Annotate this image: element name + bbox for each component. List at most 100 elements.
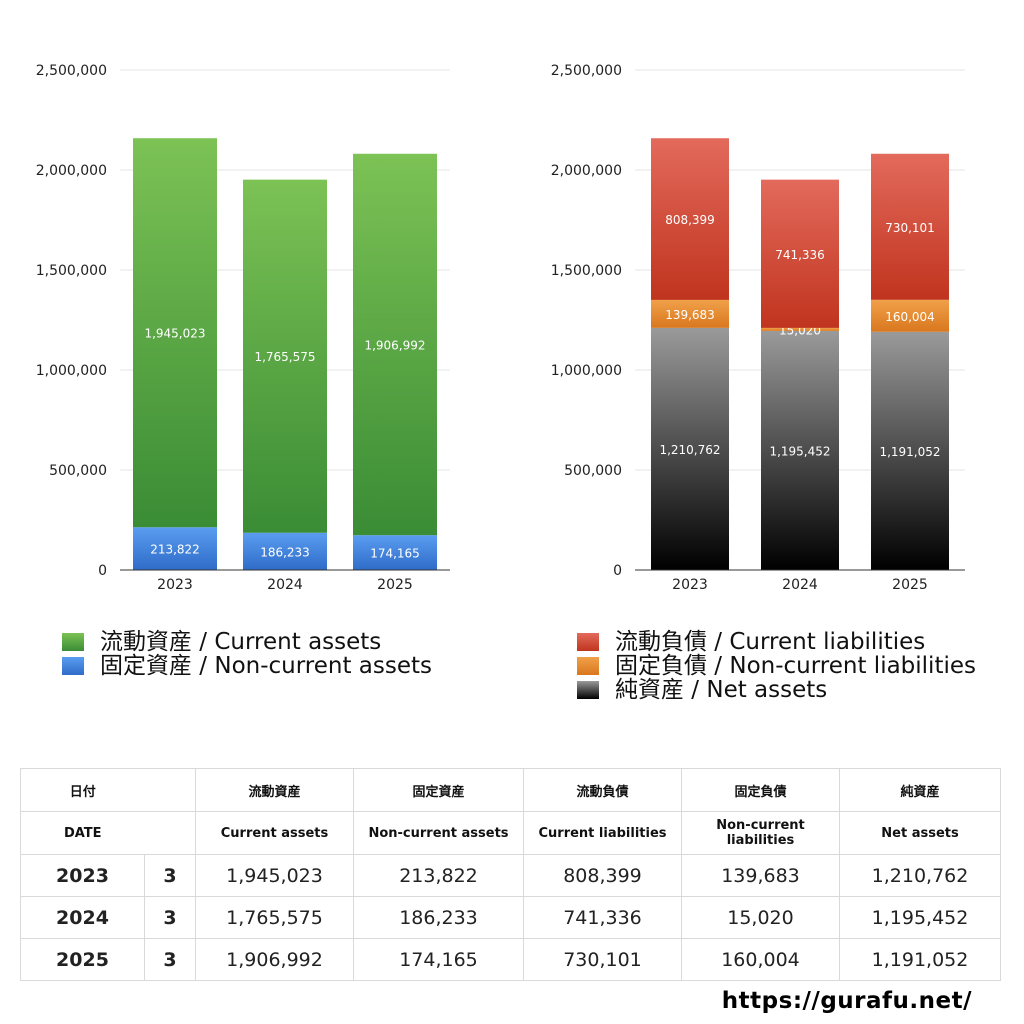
row-year: 2025 — [20, 938, 145, 981]
header-date-en: DATE — [20, 811, 145, 855]
financial-table: 日付 流動資産 固定資産 流動負債 固定負債 純資産 DATE Current … — [20, 768, 1001, 981]
bar-segment — [243, 179, 327, 533]
data-label: 1,210,762 — [659, 443, 720, 457]
table-header-row-en: DATE Current assets Non-current assets C… — [20, 811, 1001, 855]
row-year: 2024 — [20, 896, 145, 939]
row-year: 2023 — [20, 854, 145, 897]
bar-segment — [761, 330, 839, 570]
data-label: 1,765,575 — [254, 350, 315, 364]
bar-segment — [651, 138, 729, 300]
bar-segment — [871, 331, 949, 570]
bar-segment — [651, 299, 729, 328]
cell-current-assets: 1,765,575 — [195, 896, 354, 939]
cell-net-assets: 1,195,452 — [839, 896, 1001, 939]
cell-current-assets: 1,906,992 — [195, 938, 354, 981]
cell-current-liabilities: 730,101 — [523, 938, 682, 981]
legend-swatch — [577, 633, 599, 651]
liabilities-chart: 0 500,000 1,000,000 1,500,000 2,000,000 2,500… — [551, 63, 965, 593]
data-label: 808,399 — [665, 213, 715, 227]
header-non-current-liabilities-en: Non-current liabilities — [681, 811, 840, 855]
cell-non-current-liabilities: 160,004 — [681, 938, 840, 981]
bar-segment — [133, 527, 217, 570]
y-tick-label: 0 — [613, 563, 622, 579]
legend-item-non-current-assets: 固定資産 / Non-current assets — [62, 654, 432, 678]
assets-chart: 0 500,000 1,000,000 1,500,000 2,000,000 2,500… — [36, 63, 450, 593]
liabilities-legend: 流動負債 / Current liabilities 固定負債 / Non-cu… — [577, 630, 976, 702]
x-tick-label: 2023 — [672, 577, 708, 593]
legend-swatch — [577, 657, 599, 675]
x-tick-label: 2025 — [892, 577, 928, 593]
bar-segment — [871, 153, 949, 300]
legend-swatch — [577, 681, 599, 699]
legend-swatch — [62, 633, 84, 651]
y-tick-label: 500,000 — [564, 463, 622, 479]
y-tick-label: 0 — [98, 563, 107, 579]
cell-non-current-assets: 174,165 — [353, 938, 524, 981]
cell-net-assets: 1,191,052 — [839, 938, 1001, 981]
cell-non-current-liabilities: 139,683 — [681, 854, 840, 897]
legend-label: 固定負債 / Non-current liabilities — [615, 653, 976, 679]
data-label: 186,233 — [260, 545, 310, 559]
bar-segment — [651, 327, 729, 570]
cell-non-current-assets: 213,822 — [353, 854, 524, 897]
data-label: 1,906,992 — [364, 338, 425, 352]
x-tick-label: 2025 — [377, 577, 413, 593]
y-tick-label: 2,000,000 — [36, 163, 107, 179]
bar-segment — [761, 179, 839, 328]
header-net-assets-en: Net assets — [839, 811, 1001, 855]
charts-canvas: 0 500,000 1,000,000 1,500,000 2,000,000 2,500… — [36, 63, 965, 593]
bar-segment — [243, 532, 327, 570]
table-row: 2025 3 1,906,992 174,165 730,101 160,004… — [20, 938, 1001, 981]
y-tick-label: 1,500,000 — [551, 263, 622, 279]
header-current-liabilities-jp: 流動負債 — [523, 768, 682, 812]
cell-current-assets: 1,945,023 — [195, 854, 354, 897]
y-tick-label: 1,000,000 — [551, 363, 622, 379]
y-tick-label: 1,000,000 — [36, 363, 107, 379]
header-non-current-assets-jp: 固定資産 — [353, 768, 524, 812]
y-tick-label: 2,500,000 — [551, 63, 622, 79]
legend-item-non-current-liabilities: 固定負債 / Non-current liabilities — [577, 654, 976, 678]
y-tick-label: 2,000,000 — [551, 163, 622, 179]
data-label: 174,165 — [370, 547, 420, 561]
legend-item-net-assets: 純資産 / Net assets — [577, 678, 976, 702]
x-tick-label: 2023 — [157, 577, 193, 593]
bar-segment — [761, 327, 839, 331]
bar-segment — [353, 535, 437, 570]
table-row: 2023 3 1,945,023 213,822 808,399 139,683… — [20, 854, 1001, 897]
x-tick-label: 2024 — [267, 577, 303, 593]
cell-current-liabilities: 808,399 — [523, 854, 682, 897]
y-tick-label: 500,000 — [49, 463, 107, 479]
assets-legend: 流動資産 / Current assets 固定資産 / Non-current… — [62, 630, 432, 678]
x-tick-label: 2024 — [782, 577, 818, 593]
header-spacer — [144, 811, 196, 855]
data-label: 1,945,023 — [144, 327, 205, 341]
cell-non-current-liabilities: 15,020 — [681, 896, 840, 939]
bar-segment — [353, 153, 437, 536]
header-current-assets-en: Current assets — [195, 811, 354, 855]
header-current-assets-jp: 流動資産 — [195, 768, 354, 812]
legend-swatch — [62, 657, 84, 675]
table-row: 2024 3 1,765,575 186,233 741,336 15,020 … — [20, 896, 1001, 939]
header-net-assets-jp: 純資産 — [839, 768, 1001, 812]
data-label: 730,101 — [885, 221, 935, 235]
legend-label: 流動資産 / Current assets — [100, 629, 382, 655]
header-date-jp: 日付 — [20, 768, 145, 812]
y-tick-label: 1,500,000 — [36, 263, 107, 279]
data-label: 1,195,452 — [769, 444, 830, 458]
row-count: 3 — [144, 854, 196, 897]
cell-current-liabilities: 741,336 — [523, 896, 682, 939]
legend-item-current-assets: 流動資産 / Current assets — [62, 630, 432, 654]
site-url[interactable]: https://gurafu.net/ — [721, 988, 972, 1014]
header-non-current-assets-en: Non-current assets — [353, 811, 524, 855]
bar-segment — [133, 138, 217, 528]
cell-net-assets: 1,210,762 — [839, 854, 1001, 897]
cell-non-current-assets: 186,233 — [353, 896, 524, 939]
bar-segment — [871, 299, 949, 332]
legend-label: 純資産 / Net assets — [615, 677, 828, 703]
data-label: 139,683 — [665, 308, 715, 322]
data-label: 741,336 — [775, 248, 825, 262]
header-non-current-liabilities-jp: 固定負債 — [681, 768, 840, 812]
data-label: 1,191,052 — [879, 445, 940, 459]
row-count: 3 — [144, 896, 196, 939]
table-header-row-jp: 日付 流動資産 固定資産 流動負債 固定負債 純資産 — [20, 768, 1001, 812]
